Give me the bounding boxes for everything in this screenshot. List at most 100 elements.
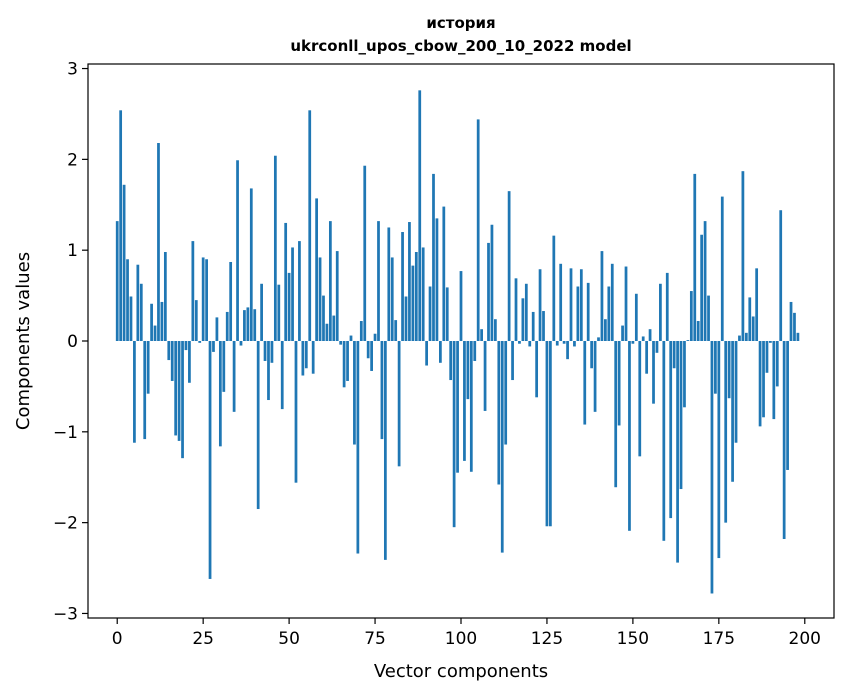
bar-188 xyxy=(762,341,765,418)
bar-47 xyxy=(277,284,281,341)
bar-76 xyxy=(377,221,380,341)
bar-52 xyxy=(294,341,298,483)
bar-175 xyxy=(717,341,721,559)
chart-subtitle: ukrconll_upos_cbow_200_10_2022 model xyxy=(290,37,631,55)
bar-7 xyxy=(139,283,143,341)
bar-99 xyxy=(456,341,459,473)
bar-126 xyxy=(549,341,552,527)
bar-37 xyxy=(243,310,246,341)
x-axis-label: Vector components xyxy=(374,661,548,682)
bar-153 xyxy=(641,336,645,341)
bar-73 xyxy=(366,341,370,359)
bar-119 xyxy=(524,283,528,341)
bar-2 xyxy=(122,184,126,341)
bar-49 xyxy=(284,222,288,341)
bar-45 xyxy=(270,341,274,363)
x-tick-label: 125 xyxy=(531,629,563,649)
bar-48 xyxy=(280,341,284,410)
bar-87 xyxy=(414,252,418,341)
bar-157 xyxy=(655,341,659,353)
bar-179 xyxy=(731,341,734,482)
bar-43 xyxy=(263,341,267,361)
bar-15 xyxy=(167,341,171,361)
bar-128 xyxy=(555,341,559,346)
bar-74 xyxy=(370,341,373,371)
x-tick-label: 150 xyxy=(617,629,649,649)
bar-102 xyxy=(466,341,470,400)
bar-81 xyxy=(394,320,398,341)
bar-41 xyxy=(256,341,260,510)
bar-189 xyxy=(765,341,769,373)
bar-187 xyxy=(758,341,762,427)
bar-18 xyxy=(177,341,181,441)
bar-27 xyxy=(208,341,212,579)
bar-85 xyxy=(408,222,411,341)
bar-181 xyxy=(738,335,741,341)
bar-161 xyxy=(669,341,673,519)
bar-148 xyxy=(624,266,628,341)
bar-54 xyxy=(301,341,305,376)
bar-60 xyxy=(322,295,325,341)
bar-169 xyxy=(696,321,700,341)
bar-46 xyxy=(273,155,277,341)
y-tick-label: −3 xyxy=(53,604,78,624)
bar-96 xyxy=(445,287,449,341)
x-tick-label: 175 xyxy=(703,629,735,649)
bar-106 xyxy=(480,329,483,341)
bar-38 xyxy=(246,307,250,341)
bar-83 xyxy=(401,232,404,341)
bar-25 xyxy=(201,257,205,341)
y-tick-label: −1 xyxy=(53,423,78,443)
bar-42 xyxy=(260,283,263,341)
bar-63 xyxy=(332,315,336,341)
bar-35 xyxy=(236,160,239,341)
bar-114 xyxy=(507,191,511,341)
bar-104 xyxy=(473,341,477,361)
bar-92 xyxy=(432,173,435,341)
y-tick-label: 0 xyxy=(67,332,78,352)
bar-65 xyxy=(339,341,343,345)
bar-130 xyxy=(562,341,566,344)
bar-16 xyxy=(170,341,174,381)
bar-155 xyxy=(648,329,652,341)
bar-22 xyxy=(191,241,195,341)
y-tick-label: 2 xyxy=(67,150,78,170)
y-tick-label: −2 xyxy=(53,514,78,534)
bar-171 xyxy=(703,221,707,341)
x-tick-label: 50 xyxy=(278,629,300,649)
bar-1 xyxy=(119,110,123,341)
bar-23 xyxy=(194,300,198,341)
bar-150 xyxy=(631,341,635,344)
bar-13 xyxy=(160,301,164,341)
bar-61 xyxy=(325,323,329,341)
bar-57 xyxy=(311,341,315,374)
bar-39 xyxy=(249,188,253,341)
bar-109 xyxy=(490,224,494,341)
y-tick-label: 3 xyxy=(67,60,78,80)
chart-title: история xyxy=(426,14,495,32)
bar-141 xyxy=(600,251,604,341)
bar-122 xyxy=(535,341,539,398)
bar-34 xyxy=(232,341,236,412)
bar-184 xyxy=(748,297,752,341)
bar-108 xyxy=(487,242,490,341)
bar-103 xyxy=(469,341,473,472)
axes-layer: 0 25 50 75 100 125 150 175 200 −3 −2 −1 0 1 2 3 xyxy=(53,60,835,649)
bar-127 xyxy=(552,235,556,341)
bar-162 xyxy=(672,341,676,369)
bar-51 xyxy=(291,247,294,341)
bar-36 xyxy=(239,341,243,346)
bar-26 xyxy=(205,259,208,341)
bar-17 xyxy=(174,341,178,436)
bar-30 xyxy=(218,341,222,447)
bar-31 xyxy=(222,341,226,392)
bar-158 xyxy=(659,283,662,341)
bar-198 xyxy=(796,332,800,341)
bar-193 xyxy=(779,210,783,341)
bar-100 xyxy=(459,271,463,341)
bar-93 xyxy=(435,218,439,341)
bar-94 xyxy=(439,341,442,363)
bar-133 xyxy=(573,341,576,347)
bar-80 xyxy=(390,257,394,341)
